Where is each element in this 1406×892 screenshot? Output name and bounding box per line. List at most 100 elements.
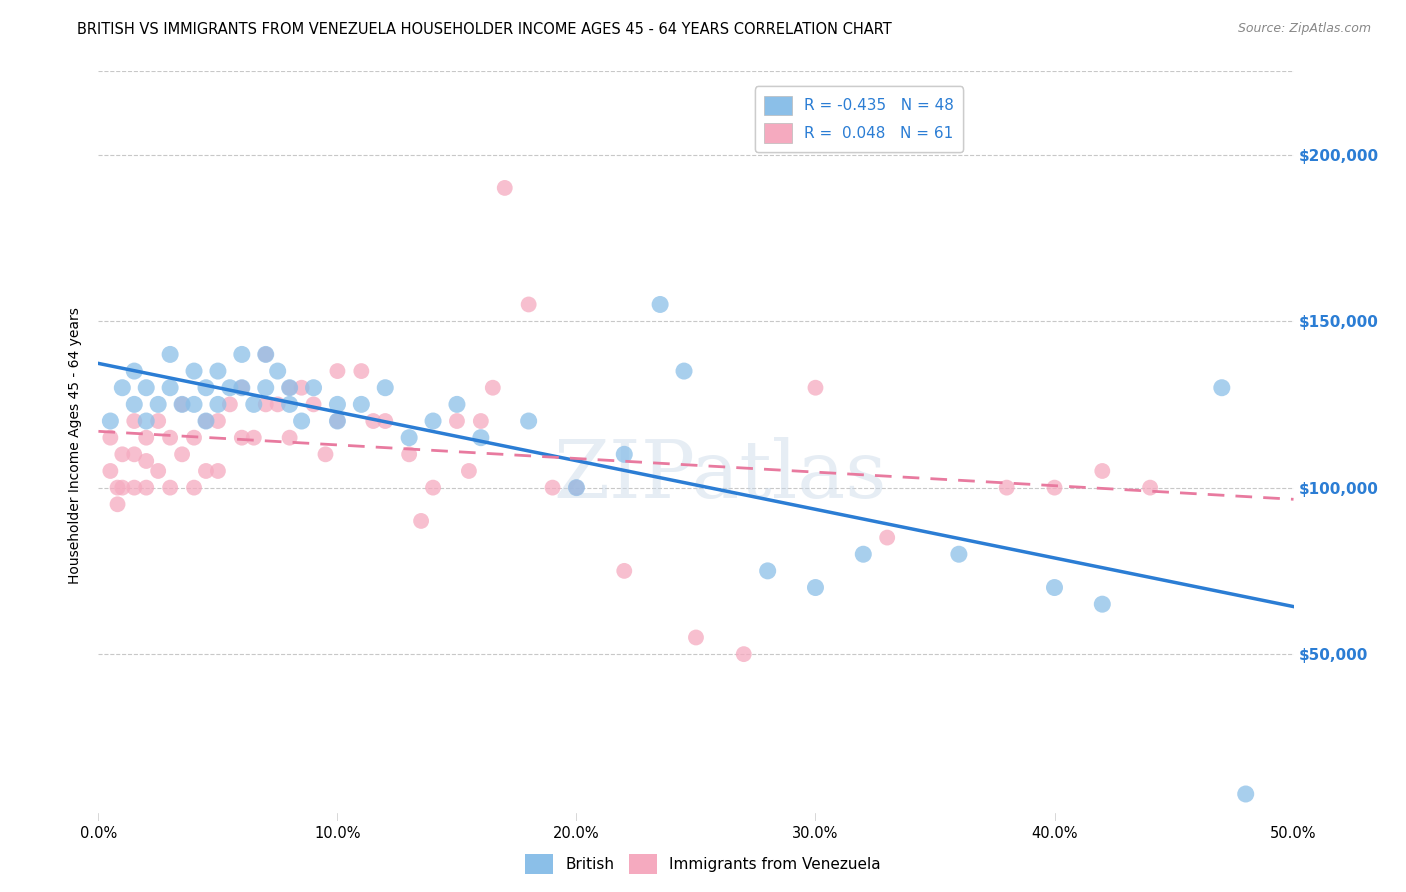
Point (219, 381, 242, 395)
Point (326, 414, 349, 428)
Point (517, 414, 540, 428)
Point (398, 447, 420, 461)
Point (1091, 597, 1114, 611)
Point (517, 297, 540, 311)
Point (804, 381, 827, 395)
Point (107, 481, 129, 495)
Point (458, 464, 481, 478)
Point (1211, 381, 1233, 395)
Point (254, 347, 277, 361)
Point (243, 431, 266, 445)
Point (207, 414, 229, 428)
Point (135, 431, 157, 445)
Point (278, 397, 301, 411)
Point (135, 481, 157, 495)
Point (446, 397, 468, 411)
Text: Source: ZipAtlas.com: Source: ZipAtlas.com (1237, 22, 1371, 36)
Point (494, 181, 516, 195)
Point (148, 397, 170, 411)
Point (995, 481, 1018, 495)
Point (159, 347, 181, 361)
Point (756, 564, 779, 578)
Point (804, 581, 827, 595)
Point (98, 414, 122, 428)
Point (673, 364, 696, 378)
Point (1091, 464, 1114, 478)
Point (231, 431, 253, 445)
Point (111, 447, 134, 461)
Point (172, 397, 194, 411)
Point (470, 431, 492, 445)
Point (98, 464, 122, 478)
Point (363, 414, 385, 428)
Point (124, 364, 146, 378)
Point (267, 364, 290, 378)
Point (254, 347, 277, 361)
Point (948, 547, 970, 561)
Point (207, 464, 229, 478)
Point (183, 397, 205, 411)
Point (565, 481, 588, 495)
Point (1043, 581, 1066, 595)
Point (613, 447, 636, 461)
Point (326, 364, 349, 378)
Point (195, 414, 218, 428)
Point (231, 381, 253, 395)
Point (1043, 481, 1066, 495)
Point (124, 414, 146, 428)
Point (326, 414, 349, 428)
Point (124, 397, 146, 411)
Legend: R = -0.435   N = 48, R =  0.048   N = 61: R = -0.435 N = 48, R = 0.048 N = 61 (755, 87, 963, 152)
Point (326, 397, 349, 411)
Point (278, 381, 301, 395)
Point (733, 647, 755, 661)
Point (183, 364, 205, 378)
Point (98, 431, 122, 445)
Point (159, 381, 181, 395)
Point (172, 397, 194, 411)
Point (565, 481, 588, 495)
Point (291, 381, 314, 395)
Point (195, 414, 218, 428)
Point (302, 397, 325, 411)
Point (422, 414, 444, 428)
Point (231, 347, 253, 361)
Point (481, 381, 505, 395)
Point (1234, 787, 1257, 801)
Point (685, 631, 707, 645)
Point (183, 431, 205, 445)
Point (254, 381, 277, 395)
Point (374, 381, 396, 395)
Point (195, 464, 218, 478)
Point (124, 447, 146, 461)
Point (876, 531, 898, 545)
Y-axis label: Householder Income Ages 45 - 64 years: Householder Income Ages 45 - 64 years (69, 308, 83, 584)
Point (613, 564, 636, 578)
Point (648, 297, 672, 311)
Point (172, 447, 194, 461)
Point (135, 414, 157, 428)
Point (267, 397, 290, 411)
Point (231, 381, 253, 395)
Point (111, 381, 134, 395)
Point (291, 414, 314, 428)
Point (446, 414, 468, 428)
Legend: British, Immigrants from Venezuela: British, Immigrants from Venezuela (519, 848, 887, 880)
Point (124, 481, 146, 495)
Point (470, 414, 492, 428)
Point (541, 481, 564, 495)
Point (398, 431, 420, 445)
Point (135, 454, 157, 468)
Point (315, 447, 337, 461)
Point (148, 414, 170, 428)
Point (195, 381, 218, 395)
Point (302, 381, 325, 395)
Point (374, 414, 396, 428)
Text: ZIPatlas: ZIPatlas (553, 437, 887, 515)
Point (243, 397, 266, 411)
Point (159, 481, 181, 495)
Point (148, 464, 170, 478)
Point (219, 397, 242, 411)
Point (422, 481, 444, 495)
Point (111, 481, 134, 495)
